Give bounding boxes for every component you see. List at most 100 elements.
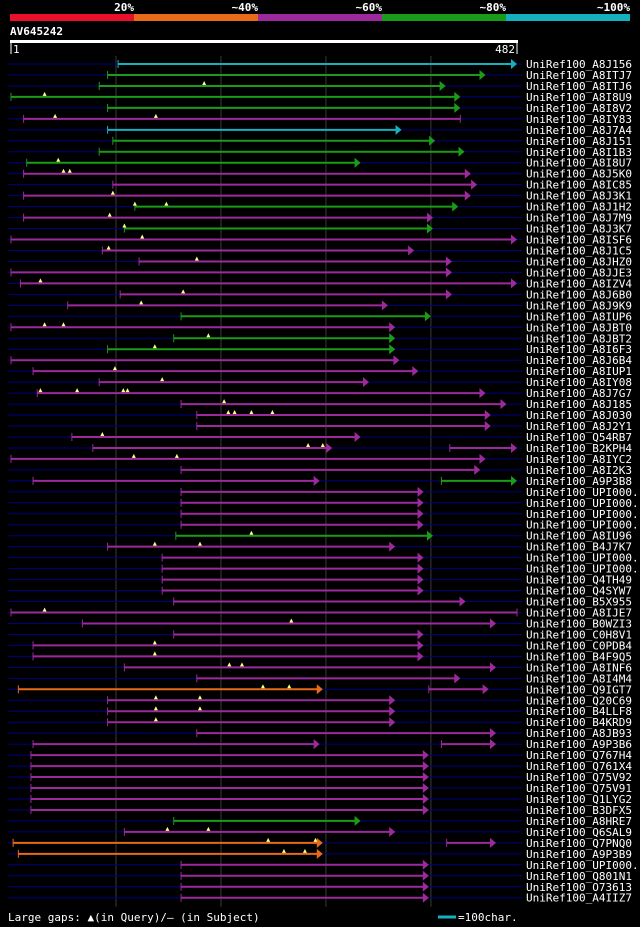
hit-row[interactable]: UniRef100_A4IIZ7 [8, 892, 632, 905]
hit-row[interactable]: UniRef100_A8J5K0 [8, 168, 632, 181]
hit-name-link[interactable]: UniRef100_A8ISF6 [526, 234, 632, 247]
hit-name-link[interactable]: UniRef100_Q6SAL9 [526, 826, 632, 839]
hit-row[interactable]: UniRef100_A8J156 [8, 58, 632, 71]
hit-name-link[interactable]: UniRef100_A8IY08 [526, 376, 632, 389]
hit-row[interactable]: UniRef100_UPI000.. [8, 486, 640, 499]
hit-row[interactable]: UniRef100_Q6SAL9 [8, 826, 632, 839]
hit-row[interactable]: UniRef100_A8J1H2 [8, 201, 632, 214]
hit-name-link[interactable]: UniRef100_A8INF6 [526, 661, 632, 674]
hit-name-link[interactable]: UniRef100_A8JB93 [526, 727, 632, 740]
hit-row[interactable]: UniRef100_Q7PNQ0 [8, 837, 632, 850]
hit-row[interactable]: UniRef100_A8J1C5 [8, 244, 632, 257]
hit-name-link[interactable]: UniRef100_A8I8V2 [526, 102, 632, 115]
hit-name-link[interactable]: UniRef100_B5X955 [526, 596, 632, 609]
hit-name-link[interactable]: UniRef100_B2KPH4 [526, 442, 632, 455]
hit-name-link[interactable]: UniRef100_A8J7A4 [526, 124, 632, 137]
hit-row[interactable]: UniRef100_A8J3K1 [8, 190, 632, 203]
hit-name-link[interactable]: UniRef100_A8ITJ7 [526, 69, 632, 82]
hit-name-link[interactable]: UniRef100_A8J5K0 [526, 168, 632, 181]
hit-name-link[interactable]: UniRef100_Q7PNQ0 [526, 837, 632, 850]
hit-name-link[interactable]: UniRef100_A8IZV4 [526, 277, 632, 290]
hit-name-link[interactable]: UniRef100_B3DFX5 [526, 804, 632, 817]
hit-row[interactable]: UniRef100_A8IZV4 [8, 277, 632, 290]
hit-row[interactable]: UniRef100_A8HRE7 [8, 815, 632, 828]
hit-name-link[interactable]: UniRef100_UPI000.. [526, 508, 640, 521]
hit-name-link[interactable]: UniRef100_A9P3B9 [526, 848, 632, 861]
hit-name-link[interactable]: UniRef100_A8I6F3 [526, 343, 632, 356]
hit-row[interactable]: UniRef100_Q75V91 [8, 782, 632, 795]
hit-row[interactable]: UniRef100_B4LLF8 [8, 705, 632, 718]
hit-row[interactable]: UniRef100_A8J9K9 [8, 299, 632, 312]
hit-row[interactable]: UniRef100_UPI000.. [8, 497, 640, 510]
hit-row[interactable]: UniRef100_A8ITJ7 [8, 69, 632, 82]
hit-name-link[interactable]: UniRef100_Q4TH49 [526, 574, 632, 587]
hit-row[interactable]: UniRef100_A8JBT2 [8, 332, 632, 345]
hit-name-link[interactable]: UniRef100_A8J030 [526, 409, 632, 422]
hit-row[interactable]: UniRef100_Q767H4 [8, 749, 632, 762]
hit-row[interactable]: UniRef100_UPI000.. [8, 552, 640, 565]
hit-name-link[interactable]: UniRef100_A8JBT2 [526, 332, 632, 345]
hit-name-link[interactable]: UniRef100_Q4SYW7 [526, 585, 632, 598]
hit-name-link[interactable]: UniRef100_UPI000.. [526, 552, 640, 565]
hit-row[interactable]: UniRef100_A8IYC2 [8, 453, 632, 466]
hit-name-link[interactable]: UniRef100_A8I4M4 [526, 672, 632, 685]
hit-name-link[interactable]: UniRef100_A8J2Y1 [526, 420, 632, 433]
hit-row[interactable]: UniRef100_Q801N1 [8, 870, 632, 883]
hit-name-link[interactable]: UniRef100_A8J7G7 [526, 387, 632, 400]
hit-name-link[interactable]: UniRef100_UPI000.. [526, 859, 640, 872]
hit-row[interactable]: UniRef100_UPI000.. [8, 859, 640, 872]
hit-name-link[interactable]: UniRef100_A8J9K9 [526, 299, 632, 312]
hit-name-link[interactable]: UniRef100_A8J156 [526, 58, 632, 71]
hit-row[interactable]: UniRef100_A8I4M4 [8, 672, 632, 685]
hit-name-link[interactable]: UniRef100_Q801N1 [526, 870, 632, 883]
hit-row[interactable]: UniRef100_A8I8U9 [8, 91, 632, 104]
hit-row[interactable]: UniRef100_A8IJE7 [8, 607, 632, 620]
hit-row[interactable]: UniRef100_A8J3K7 [8, 223, 632, 236]
hit-name-link[interactable]: UniRef100_A8J1C5 [526, 244, 632, 257]
hit-name-link[interactable]: UniRef100_B4LLF8 [526, 705, 632, 718]
hit-name-link[interactable]: UniRef100_A8IU96 [526, 530, 632, 543]
hit-name-link[interactable]: UniRef100_A8J3K7 [526, 223, 632, 236]
hit-row[interactable]: UniRef100_A8J7G7 [8, 387, 632, 400]
hit-row[interactable]: UniRef100_Q4SYW7 [8, 585, 632, 598]
hit-name-link[interactable]: UniRef100_A8J6B4 [526, 354, 632, 367]
hit-name-link[interactable]: UniRef100_A8IJE7 [526, 607, 632, 620]
hit-name-link[interactable]: UniRef100_A8JHZ0 [526, 255, 632, 268]
hit-name-link[interactable]: UniRef100_A8ITJ6 [526, 80, 632, 93]
hit-name-link[interactable]: UniRef100_Q767H4 [526, 749, 632, 762]
hit-name-link[interactable]: UniRef100_UPI000.. [526, 497, 640, 510]
hit-name-link[interactable]: UniRef100_C0H8V1 [526, 628, 632, 641]
hit-name-link[interactable]: UniRef100_O73613 [526, 881, 632, 894]
hit-row[interactable]: UniRef100_A8J185 [8, 398, 632, 411]
hit-row[interactable]: UniRef100_A8IC85 [8, 179, 632, 192]
hit-name-link[interactable]: UniRef100_A8HRE7 [526, 815, 632, 828]
hit-row[interactable]: UniRef100_A8J030 [8, 409, 632, 422]
hit-name-link[interactable]: UniRef100_B0WZI3 [526, 617, 632, 630]
hit-row[interactable]: UniRef100_UPI000.. [8, 508, 640, 521]
hit-name-link[interactable]: UniRef100_A9P3B8 [526, 475, 632, 488]
hit-row[interactable]: UniRef100_A8ISF6 [8, 234, 632, 247]
hit-row[interactable]: UniRef100_Q761X4 [8, 760, 632, 773]
hit-name-link[interactable]: UniRef100_Q761X4 [526, 760, 632, 773]
hit-row[interactable]: UniRef100_A9P3B8 [8, 475, 632, 488]
hit-row[interactable]: UniRef100_A8I8U7 [8, 157, 632, 170]
hit-row[interactable]: UniRef100_Q4TH49 [8, 574, 632, 587]
hit-name-link[interactable]: UniRef100_A8J185 [526, 398, 632, 411]
hit-row[interactable]: UniRef100_B4KRD9 [8, 716, 632, 729]
hit-name-link[interactable]: UniRef100_A8I1B3 [526, 146, 632, 159]
hit-row[interactable]: UniRef100_A8JBT0 [8, 321, 632, 334]
hit-row[interactable]: UniRef100_A8I2K3 [8, 464, 632, 477]
hit-name-link[interactable]: UniRef100_A8J1H2 [526, 201, 632, 214]
hit-name-link[interactable]: UniRef100_B4KRD9 [526, 716, 632, 729]
hit-row[interactable]: UniRef100_A8J7A4 [8, 124, 632, 137]
hit-row[interactable]: UniRef100_A8IU96 [8, 530, 632, 543]
hit-row[interactable]: UniRef100_Q9IGT7 [8, 683, 632, 696]
hit-row[interactable]: UniRef100_A9P3B9 [8, 848, 632, 861]
hit-name-link[interactable]: UniRef100_Q75V92 [526, 771, 632, 784]
hit-name-link[interactable]: UniRef100_A9P3B6 [526, 738, 632, 751]
hit-name-link[interactable]: UniRef100_A8I8U9 [526, 91, 632, 104]
hit-row[interactable]: UniRef100_B4F9Q5 [8, 650, 632, 663]
hit-row[interactable]: UniRef100_A8J6B0 [8, 288, 632, 301]
hit-row[interactable]: UniRef100_A8JJE3 [8, 266, 632, 279]
hit-name-link[interactable]: UniRef100_Q75V91 [526, 782, 632, 795]
